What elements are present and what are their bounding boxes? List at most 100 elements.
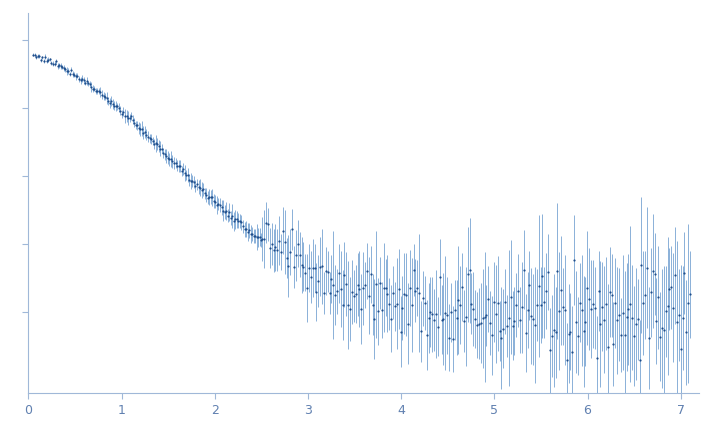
Point [664,286,675,293]
Point [164,156,175,163]
Point [139,128,151,135]
Point [329,291,341,298]
Point [589,305,601,312]
Point [138,129,149,136]
Point [540,288,552,295]
Point [271,246,283,253]
Point [318,290,329,297]
Point [496,335,507,342]
Point [158,149,169,156]
Point [256,236,267,243]
Point [513,287,524,294]
Point [346,288,358,295]
Point [297,263,309,270]
Point [643,334,655,341]
Point [184,177,195,184]
Point [628,333,640,340]
Point [354,285,365,292]
Point [352,281,364,288]
Point [474,320,485,327]
Point [630,320,642,327]
Point [658,327,670,334]
Point [205,194,217,201]
Point [428,316,439,323]
Point [107,101,119,108]
Point [434,273,445,280]
Point [585,305,596,312]
Point [471,322,483,329]
Point [666,284,677,291]
Point [341,281,352,288]
Point [488,299,500,306]
Point [438,316,449,323]
Point [625,301,636,308]
Point [29,51,40,58]
Point [357,285,368,292]
Point [490,311,501,318]
Point [611,317,623,324]
Point [464,267,475,274]
Point [90,87,102,94]
Point [555,287,567,294]
Point [176,167,187,174]
Point [49,60,60,67]
Point [374,280,386,287]
Point [204,193,215,200]
Point [510,302,522,309]
Point [404,284,415,291]
Point [72,72,83,79]
Point [98,92,109,99]
Point [175,163,186,170]
Point [44,56,55,63]
Point [537,273,548,280]
Point [449,306,460,313]
Point [53,62,65,69]
Point [159,151,170,158]
Point [57,63,68,70]
Point [563,330,574,337]
Point [367,301,378,308]
Point [507,322,518,329]
Point [220,207,231,214]
Point [662,303,673,310]
Point [66,66,77,73]
Point [199,190,210,197]
Point [623,306,634,313]
Point [113,104,124,111]
Point [380,284,391,291]
Point [82,80,94,87]
Point [647,268,658,275]
Point [587,301,599,308]
Point [406,301,417,308]
Point [400,291,412,298]
Point [48,60,59,67]
Point [522,306,533,313]
Point [503,314,515,321]
Point [294,251,305,258]
Point [148,140,160,147]
Point [599,316,610,323]
Point [382,291,393,298]
Point [261,219,272,226]
Point [359,281,371,288]
Point [327,282,339,289]
Point [188,179,200,186]
Point [241,225,252,232]
Point [602,343,613,350]
Point [670,272,681,279]
Point [86,83,97,90]
Point [638,300,649,307]
Point [604,288,616,295]
Point [80,79,91,86]
Point [397,304,408,311]
Point [415,328,427,335]
Point [572,333,584,340]
Point [423,315,435,322]
Point [339,271,350,278]
Point [616,332,627,339]
Point [533,282,545,289]
Point [641,264,652,271]
Point [246,231,258,238]
Point [581,284,593,291]
Point [469,316,481,323]
